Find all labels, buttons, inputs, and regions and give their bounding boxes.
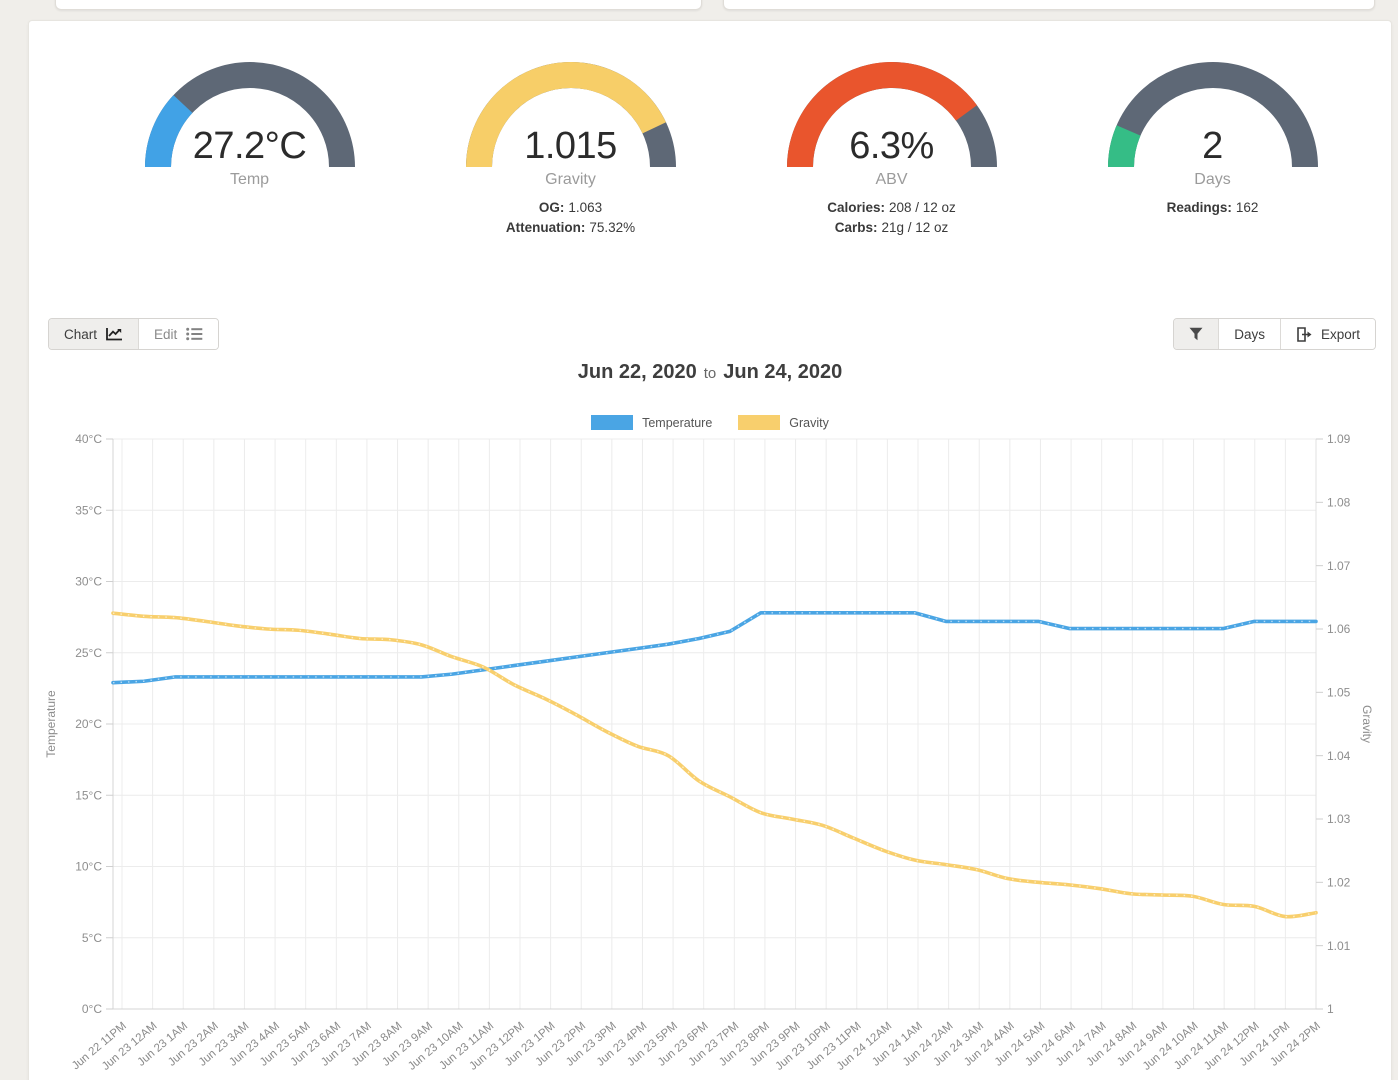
chart-header: Jun 22, 2020 to Jun 24, 2020: [29, 361, 1391, 384]
svg-text:1.08: 1.08: [1327, 496, 1351, 510]
gauge-temp: 27.2°C Temp: [89, 61, 410, 238]
abv-stats: Calories: 208 / 12 oz Carbs: 21g / 12 oz: [731, 198, 1052, 238]
svg-text:0°C: 0°C: [82, 1002, 102, 1016]
days-gauge-arc: [1107, 62, 1318, 168]
list-icon: [186, 327, 203, 341]
svg-text:35°C: 35°C: [75, 503, 102, 517]
chart-legend: Temperature Gravity: [29, 415, 1391, 430]
legend-item-gravity[interactable]: Gravity: [738, 415, 829, 430]
gravity-value: 1.015: [524, 125, 617, 167]
svg-text:1.06: 1.06: [1327, 622, 1351, 636]
date-to-word: to: [703, 365, 717, 382]
svg-text:1.03: 1.03: [1327, 812, 1351, 826]
svg-text:30°C: 30°C: [75, 575, 102, 589]
svg-text:Temperature: Temperature: [44, 690, 58, 758]
days-button[interactable]: Days: [1218, 319, 1280, 349]
svg-text:40°C: 40°C: [75, 432, 102, 446]
export-button-label: Export: [1320, 326, 1360, 342]
edit-tab-button[interactable]: Edit: [138, 319, 219, 349]
carbs-stat: Carbs: 21g / 12 oz: [834, 220, 949, 235]
chart-line-icon: [106, 328, 123, 341]
temp-label: Temp: [229, 171, 270, 188]
gauge-gravity: 1.015 Gravity OG: 1.063 Attenuation: 75.32…: [410, 61, 731, 238]
date-to: Jun 24, 2020: [723, 361, 843, 383]
svg-text:Gravity: Gravity: [1360, 705, 1374, 743]
abv-gauge-arc: [786, 62, 997, 168]
readings-stat: Readings: 162: [1166, 200, 1259, 215]
attenuation-stat: Attenuation: 75.32%: [505, 220, 636, 235]
gravity-label: Gravity: [545, 171, 596, 188]
svg-text:1.02: 1.02: [1327, 876, 1351, 890]
gauges-row: 27.2°C Temp 1.015 Gravity OG: 1.063 Atten…: [29, 21, 1391, 238]
temperature-legend-swatch: [591, 415, 634, 430]
svg-text:1.09: 1.09: [1327, 432, 1351, 446]
gravity-gauge-arc: [465, 62, 676, 168]
edit-tab-label: Edit: [154, 326, 178, 342]
og-stat: OG: 1.063: [538, 200, 603, 215]
chart-tab-button[interactable]: Chart: [49, 319, 139, 349]
date-from: Jun 22, 2020: [577, 361, 697, 383]
svg-text:1: 1: [1327, 1002, 1334, 1016]
svg-text:1.01: 1.01: [1327, 939, 1351, 953]
gravity-stats: OG: 1.063 Attenuation: 75.32%: [410, 198, 731, 238]
svg-text:25°C: 25°C: [75, 646, 102, 660]
view-switch-group: Chart Edit: [48, 318, 220, 350]
top-widget-card-left: [55, 0, 702, 10]
svg-text:20°C: 20°C: [75, 717, 102, 731]
chart-tab-label: Chart: [64, 326, 98, 342]
temp-value: 27.2°C: [192, 125, 307, 167]
export-icon: [1297, 326, 1312, 342]
chart-toolbar: Chart Edit: [48, 318, 1376, 350]
gauge-abv: 6.3% ABV Calories: 208 / 12 oz Carbs: 21g …: [731, 61, 1052, 238]
svg-text:1.04: 1.04: [1327, 749, 1351, 763]
fermentation-chart[interactable]: 40°C 35°C 30°C 25°C 20°C 15°C 10°C 5°C 0°C 1.09 1.…: [29, 431, 1391, 1080]
days-value: 2: [1202, 125, 1223, 167]
svg-text:1.07: 1.07: [1327, 559, 1351, 573]
svg-text:15°C: 15°C: [75, 788, 102, 802]
batch-panel: 27.2°C Temp 1.015 Gravity OG: 1.063 Atten…: [28, 20, 1392, 1080]
gauge-days: 2 Days Readings: 162: [1052, 61, 1373, 238]
days-button-label: Days: [1234, 326, 1265, 342]
days-stats: Readings: 162: [1052, 198, 1373, 218]
legend-item-temperature[interactable]: Temperature: [591, 415, 712, 430]
temperature-legend-label: Temperature: [642, 415, 713, 430]
svg-text:1.05: 1.05: [1327, 686, 1351, 700]
gravity-legend-label: Gravity: [789, 415, 829, 430]
gravity-legend-swatch: [738, 415, 781, 430]
filter-button[interactable]: [1174, 319, 1219, 349]
svg-text:5°C: 5°C: [82, 931, 102, 945]
filter-icon: [1189, 327, 1203, 341]
filter-export-group: Days Export: [1173, 318, 1376, 350]
days-label: Days: [1194, 171, 1231, 188]
temp-gauge-arc: [144, 62, 355, 168]
export-button[interactable]: Export: [1279, 319, 1375, 349]
svg-text:10°C: 10°C: [75, 860, 102, 874]
abv-label: ABV: [875, 171, 908, 188]
calories-stat: Calories: 208 / 12 oz: [827, 200, 956, 215]
abv-value: 6.3%: [849, 125, 934, 167]
top-widget-card-right: [723, 0, 1375, 10]
date-range-title: Jun 22, 2020 to Jun 24, 2020: [578, 361, 842, 383]
